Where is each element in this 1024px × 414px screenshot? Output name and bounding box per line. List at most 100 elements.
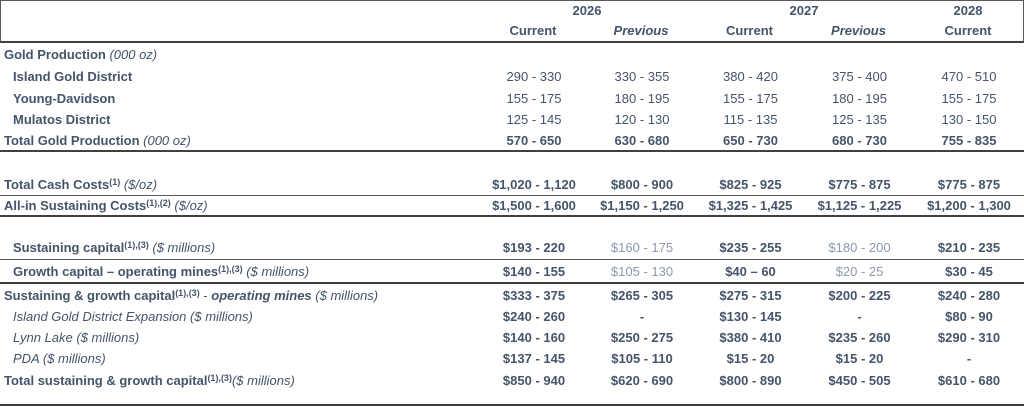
- table-row-total-cash-costs: Total Cash Costs(1) ($/oz) $1,020 - 1,120…: [0, 174, 1024, 196]
- label-part: operating mines: [211, 287, 312, 303]
- label-part: ($ millions): [242, 263, 310, 279]
- cell-lynn-lake-col1: $250 - 275: [610, 330, 674, 345]
- table-row-pda: PDA ($ millions) $137 - 145 $105 - 110 $15 …: [0, 348, 1024, 369]
- row-label-young-davidson: Young-Davidson: [0, 91, 480, 106]
- cell-growth-capital-operating-mines-col0: $140 - 155: [502, 263, 566, 279]
- spacer-1: [0, 152, 1024, 174]
- cell-sustaining-growth-capital-operating-mines-col0: $333 - 375: [502, 287, 566, 303]
- cell-mulatos-district-col1: 120 - 130: [614, 112, 670, 127]
- year-header-row: 2026 2027 2028: [1, 1, 1023, 20]
- row-label-sustaining-growth-capital-operating-mines: Sustaining & growth capital(1),(3) - ope…: [0, 288, 480, 303]
- label-part: (1): [109, 177, 121, 187]
- cell-total-cash-costs-col2: $825 - 925: [719, 177, 782, 192]
- cell-sustaining-capital-col0: $193 - 220: [502, 240, 566, 255]
- cell-island-gold-district-col4: 470 - 510: [941, 68, 997, 84]
- cell-total-gold-production-col4: 755 - 835: [941, 132, 997, 148]
- row-label-sustaining-capital: Sustaining capital(1),(3) ($ millions): [0, 240, 480, 255]
- cell-sustaining-growth-capital-operating-mines-col1: $265 - 305: [610, 287, 674, 303]
- row-label-mulatos-district: Mulatos District: [0, 112, 480, 127]
- cell-all-in-sustaining-costs-col2: $1,325 - 1,425: [708, 198, 793, 213]
- cell-all-in-sustaining-costs-col3: $1,125 - 1,225: [817, 198, 902, 213]
- label-part: Gold Production: [4, 46, 106, 62]
- cell-total-sustaining-growth-capital-col4: $610 - 680: [937, 373, 1001, 388]
- cell-pda-col1: $105 - 110: [611, 351, 673, 366]
- row-label-lynn-lake: Lynn Lake ($ millions): [0, 330, 480, 345]
- cell-lynn-lake-col0: $140 - 160: [502, 330, 566, 345]
- cell-growth-capital-operating-mines-col3: $20 - 25: [835, 263, 884, 279]
- label-part: (1),(3): [207, 373, 232, 383]
- cell-mulatos-district-col2: 115 - 135: [723, 112, 778, 127]
- cell-sustaining-growth-capital-operating-mines-col2: $275 - 315: [719, 287, 782, 303]
- cell-total-sustaining-growth-capital-col3: $450 - 505: [828, 373, 891, 388]
- cell-growth-capital-operating-mines-col4: $30 - 45: [945, 263, 993, 279]
- row-label-all-in-sustaining-costs: All-in Sustaining Costs(1),(2) ($/oz): [0, 198, 480, 213]
- spacer-3: [0, 392, 1024, 406]
- row-label-total-sustaining-growth-capital: Total sustaining & growth capital(1),(3)…: [0, 373, 480, 388]
- label-part: ($ millions): [148, 240, 216, 255]
- table-row-total-sustaining-growth-capital: Total sustaining & growth capital(1),(3)…: [0, 369, 1024, 392]
- cell-all-in-sustaining-costs-col4: $1,200 - 1,300: [927, 198, 1011, 213]
- cell-lynn-lake-col4: $290 - 310: [937, 330, 1001, 345]
- cell-lynn-lake-col2: $380 - 410: [719, 330, 782, 345]
- label-part: Sustaining & growth capital: [4, 287, 176, 303]
- cell-growth-capital-operating-mines-col1: $105 - 130: [610, 263, 674, 279]
- cell-all-in-sustaining-costs-col0: $1,500 - 1,600: [492, 198, 576, 213]
- cell-island-gold-district-col2: 380 - 420: [723, 68, 778, 84]
- table-row-island-gold-district-expansion: Island Gold District Expansion ($ millio…: [0, 306, 1024, 327]
- label-part: (1),(2): [146, 198, 171, 208]
- table-row-mulatos-district: Mulatos District 125 - 145 120 - 130 115 - …: [0, 109, 1024, 130]
- cell-total-cash-costs-col0: $1,020 - 1,120: [492, 177, 576, 192]
- cell-pda-col3: $15 - 20: [835, 351, 884, 366]
- cell-sustaining-growth-capital-operating-mines-col3: $200 - 225: [828, 287, 891, 303]
- cell-sustaining-capital-col2: $235 - 255: [719, 240, 782, 255]
- table-row-all-in-sustaining-costs: All-in Sustaining Costs(1),(2) ($/oz) $1,…: [0, 196, 1024, 217]
- cell-total-gold-production-col2: 650 - 730: [723, 132, 778, 148]
- column-header-current-2: Current: [726, 23, 773, 38]
- table-row-growth-capital-operating-mines: Growth capital – operating mines(1),(3) …: [0, 260, 1024, 284]
- cell-young-davidson-col2: 155 - 175: [723, 90, 778, 106]
- cell-mulatos-district-col4: 130 - 150: [941, 112, 997, 127]
- cell-pda-col0: $137 - 145: [502, 351, 566, 366]
- cell-pda-col4: -: [966, 351, 972, 366]
- table-row-gold-production-header: Gold Production (000 oz): [0, 43, 1024, 65]
- label-part: (1),(3): [175, 287, 200, 298]
- label-part: ($ millions): [311, 287, 379, 303]
- label-part: Total sustaining & growth capital: [4, 373, 208, 388]
- label-part: Total Cash Costs: [4, 177, 110, 192]
- label-part: ($ millions): [231, 373, 295, 388]
- label-part: Mulatos District: [13, 112, 111, 127]
- column-header-current-4: Current: [944, 23, 992, 38]
- cell-island-gold-district-expansion-col4: $80 - 90: [945, 309, 993, 324]
- cell-island-gold-district-expansion-col0: $240 - 260: [502, 309, 566, 324]
- table-body: Gold Production (000 oz) Island Gold Dist…: [0, 43, 1024, 406]
- table-row-island-gold-district: Island Gold District 290 - 330 330 - 355 38…: [0, 65, 1024, 87]
- cell-pda-col2: $15 - 20: [726, 351, 775, 366]
- table-row-lynn-lake: Lynn Lake ($ millions) $140 - 160 $250 - 2…: [0, 327, 1024, 348]
- column-header-previous-1: Previous: [613, 23, 669, 38]
- cell-growth-capital-operating-mines-col2: $40 – 60: [725, 263, 776, 279]
- row-label-gold-production-header: Gold Production (000 oz): [0, 47, 480, 62]
- column-header-previous-3: Previous: [831, 23, 886, 38]
- cell-sustaining-capital-col3: $180 - 200: [828, 240, 891, 255]
- cell-total-sustaining-growth-capital-col0: $850 - 940: [502, 373, 566, 388]
- row-label-total-cash-costs: Total Cash Costs(1) ($/oz): [0, 177, 480, 192]
- cell-total-cash-costs-col3: $775 - 875: [828, 177, 891, 192]
- label-part: -: [199, 287, 212, 303]
- label-part: (000 oz): [105, 46, 158, 62]
- label-part: PDA ($ millions): [13, 351, 106, 366]
- cell-island-gold-district-col3: 375 - 400: [832, 68, 887, 84]
- cell-total-gold-production-col0: 570 - 650: [506, 132, 562, 148]
- row-label-island-gold-district-expansion: Island Gold District Expansion ($ millio…: [0, 309, 480, 324]
- cell-total-sustaining-growth-capital-col1: $620 - 690: [610, 373, 674, 388]
- cell-sustaining-capital-col4: $210 - 235: [937, 240, 1001, 255]
- cell-young-davidson-col1: 180 - 195: [614, 90, 670, 106]
- column-header-current-0: Current: [509, 23, 557, 38]
- cell-island-gold-district-col0: 290 - 330: [506, 68, 562, 84]
- cell-total-cash-costs-col1: $800 - 900: [610, 177, 674, 192]
- table-row-sustaining-capital: Sustaining capital(1),(3) ($ millions) $1…: [0, 236, 1024, 260]
- cell-total-gold-production-col1: 630 - 680: [614, 132, 670, 148]
- label-part: ($/oz): [170, 198, 208, 213]
- label-part: (1),(3): [218, 263, 243, 274]
- year-label-2028: 2028: [953, 3, 983, 18]
